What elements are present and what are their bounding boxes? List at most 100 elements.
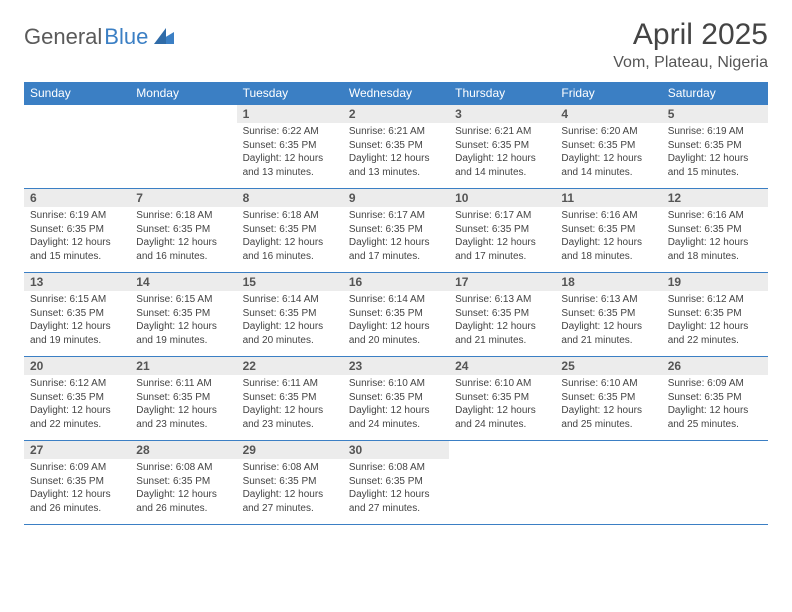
day-detail-line: Sunset: 6:35 PM: [243, 139, 337, 153]
day-detail-line: and 16 minutes.: [136, 250, 230, 264]
day-detail-line: Sunrise: 6:11 AM: [136, 377, 230, 391]
day-number: 8: [237, 189, 343, 207]
day-details: Sunrise: 6:16 AMSunset: 6:35 PMDaylight:…: [555, 207, 661, 267]
day-detail-line: and 13 minutes.: [349, 166, 443, 180]
calendar-day-cell: [24, 105, 130, 189]
day-detail-line: Sunset: 6:35 PM: [455, 139, 549, 153]
day-number: 14: [130, 273, 236, 291]
day-detail-line: and 27 minutes.: [243, 502, 337, 516]
day-detail-line: Sunrise: 6:21 AM: [349, 125, 443, 139]
day-details: Sunrise: 6:17 AMSunset: 6:35 PMDaylight:…: [343, 207, 449, 267]
day-detail-line: Sunrise: 6:21 AM: [455, 125, 549, 139]
day-detail-line: Sunset: 6:35 PM: [136, 391, 230, 405]
day-details: Sunrise: 6:09 AMSunset: 6:35 PMDaylight:…: [662, 375, 768, 435]
day-details: Sunrise: 6:16 AMSunset: 6:35 PMDaylight:…: [662, 207, 768, 267]
day-detail-line: Daylight: 12 hours: [349, 404, 443, 418]
day-detail-line: and 15 minutes.: [668, 166, 762, 180]
day-details: Sunrise: 6:18 AMSunset: 6:35 PMDaylight:…: [130, 207, 236, 267]
day-detail-line: Sunrise: 6:09 AM: [30, 461, 124, 475]
day-number: 3: [449, 105, 555, 123]
day-detail-line: and 26 minutes.: [30, 502, 124, 516]
day-detail-line: Sunrise: 6:13 AM: [455, 293, 549, 307]
brand-part1: General: [24, 24, 102, 50]
month-title: April 2025: [613, 18, 768, 52]
day-detail-line: Sunset: 6:35 PM: [668, 139, 762, 153]
day-detail-line: and 14 minutes.: [561, 166, 655, 180]
day-details: Sunrise: 6:17 AMSunset: 6:35 PMDaylight:…: [449, 207, 555, 267]
day-detail-line: Sunrise: 6:15 AM: [30, 293, 124, 307]
day-detail-line: Sunset: 6:35 PM: [561, 391, 655, 405]
day-detail-line: and 19 minutes.: [30, 334, 124, 348]
day-details: Sunrise: 6:10 AMSunset: 6:35 PMDaylight:…: [449, 375, 555, 435]
day-detail-line: and 22 minutes.: [30, 418, 124, 432]
day-detail-line: and 24 minutes.: [349, 418, 443, 432]
day-number: 13: [24, 273, 130, 291]
calendar-day-cell: 11Sunrise: 6:16 AMSunset: 6:35 PMDayligh…: [555, 189, 661, 273]
location-text: Vom, Plateau, Nigeria: [613, 54, 768, 72]
brand-part2: Blue: [104, 24, 148, 50]
day-detail-line: Daylight: 12 hours: [561, 152, 655, 166]
day-number: 27: [24, 441, 130, 459]
day-detail-line: Sunset: 6:35 PM: [30, 307, 124, 321]
day-detail-line: Sunrise: 6:11 AM: [243, 377, 337, 391]
day-detail-line: Daylight: 12 hours: [561, 404, 655, 418]
day-detail-line: Sunset: 6:35 PM: [349, 307, 443, 321]
calendar-day-cell: 6Sunrise: 6:19 AMSunset: 6:35 PMDaylight…: [24, 189, 130, 273]
calendar-day-cell: 7Sunrise: 6:18 AMSunset: 6:35 PMDaylight…: [130, 189, 236, 273]
calendar-week-row: 6Sunrise: 6:19 AMSunset: 6:35 PMDaylight…: [24, 189, 768, 273]
calendar-day-cell: 8Sunrise: 6:18 AMSunset: 6:35 PMDaylight…: [237, 189, 343, 273]
day-detail-line: Sunrise: 6:12 AM: [30, 377, 124, 391]
day-detail-line: Sunset: 6:35 PM: [136, 475, 230, 489]
day-detail-line: Sunset: 6:35 PM: [668, 223, 762, 237]
calendar-day-cell: 10Sunrise: 6:17 AMSunset: 6:35 PMDayligh…: [449, 189, 555, 273]
day-number: 25: [555, 357, 661, 375]
day-number: 5: [662, 105, 768, 123]
day-number: 1: [237, 105, 343, 123]
day-header-row: Sunday Monday Tuesday Wednesday Thursday…: [24, 82, 768, 105]
calendar-day-cell: 15Sunrise: 6:14 AMSunset: 6:35 PMDayligh…: [237, 273, 343, 357]
calendar-table: Sunday Monday Tuesday Wednesday Thursday…: [24, 82, 768, 525]
day-details: Sunrise: 6:11 AMSunset: 6:35 PMDaylight:…: [130, 375, 236, 435]
day-detail-line: and 24 minutes.: [455, 418, 549, 432]
day-details: Sunrise: 6:10 AMSunset: 6:35 PMDaylight:…: [555, 375, 661, 435]
title-block: April 2025 Vom, Plateau, Nigeria: [613, 18, 768, 72]
day-detail-line: and 15 minutes.: [30, 250, 124, 264]
day-detail-line: and 27 minutes.: [349, 502, 443, 516]
day-detail-line: Daylight: 12 hours: [243, 152, 337, 166]
day-header: Tuesday: [237, 82, 343, 105]
day-number: 23: [343, 357, 449, 375]
calendar-body: 1Sunrise: 6:22 AMSunset: 6:35 PMDaylight…: [24, 105, 768, 525]
day-number: 6: [24, 189, 130, 207]
day-detail-line: Daylight: 12 hours: [243, 404, 337, 418]
day-details: Sunrise: 6:09 AMSunset: 6:35 PMDaylight:…: [24, 459, 130, 519]
day-detail-line: and 23 minutes.: [136, 418, 230, 432]
day-details: Sunrise: 6:21 AMSunset: 6:35 PMDaylight:…: [449, 123, 555, 183]
day-detail-line: and 13 minutes.: [243, 166, 337, 180]
day-detail-line: Sunrise: 6:17 AM: [455, 209, 549, 223]
day-detail-line: Sunrise: 6:17 AM: [349, 209, 443, 223]
day-detail-line: Sunrise: 6:13 AM: [561, 293, 655, 307]
day-number: 21: [130, 357, 236, 375]
day-number: 12: [662, 189, 768, 207]
day-detail-line: Daylight: 12 hours: [136, 488, 230, 502]
day-detail-line: and 20 minutes.: [349, 334, 443, 348]
day-detail-line: and 14 minutes.: [455, 166, 549, 180]
day-detail-line: Sunrise: 6:10 AM: [561, 377, 655, 391]
day-detail-line: Sunrise: 6:19 AM: [668, 125, 762, 139]
day-header: Saturday: [662, 82, 768, 105]
day-detail-line: Sunrise: 6:08 AM: [136, 461, 230, 475]
day-detail-line: Sunrise: 6:16 AM: [561, 209, 655, 223]
calendar-day-cell: 18Sunrise: 6:13 AMSunset: 6:35 PMDayligh…: [555, 273, 661, 357]
day-detail-line: and 25 minutes.: [561, 418, 655, 432]
day-detail-line: Sunrise: 6:15 AM: [136, 293, 230, 307]
day-detail-line: Daylight: 12 hours: [455, 320, 549, 334]
brand-logo: GeneralBlue: [24, 18, 174, 50]
calendar-day-cell: 3Sunrise: 6:21 AMSunset: 6:35 PMDaylight…: [449, 105, 555, 189]
day-detail-line: Sunset: 6:35 PM: [668, 307, 762, 321]
day-detail-line: Daylight: 12 hours: [455, 236, 549, 250]
day-detail-line: Daylight: 12 hours: [668, 236, 762, 250]
day-detail-line: and 21 minutes.: [455, 334, 549, 348]
day-details: Sunrise: 6:20 AMSunset: 6:35 PMDaylight:…: [555, 123, 661, 183]
day-number: 15: [237, 273, 343, 291]
calendar-day-cell: [130, 105, 236, 189]
